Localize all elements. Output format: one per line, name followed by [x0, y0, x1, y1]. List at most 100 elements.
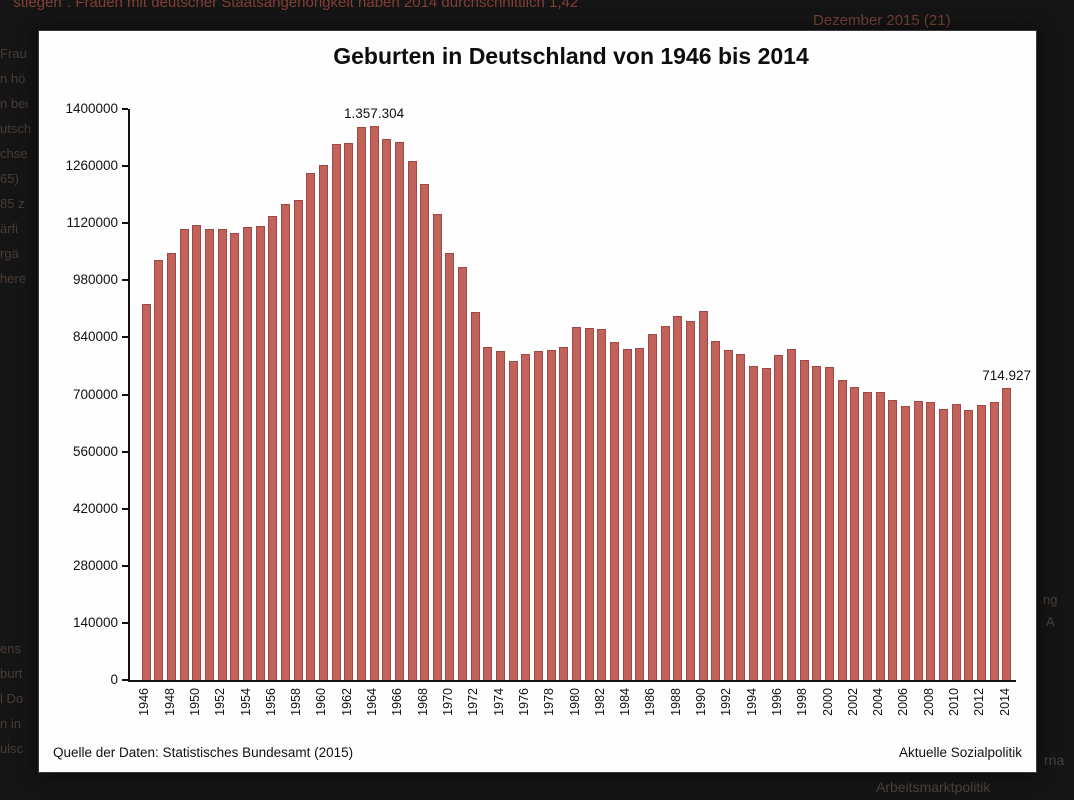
- x-axis-label-1980: 1980: [567, 688, 582, 716]
- x-axis-label-1988: 1988: [668, 688, 683, 716]
- x-axis-label-1958: 1958: [289, 688, 304, 716]
- x-axis-label-1984: 1984: [618, 688, 633, 716]
- bar-1982: [597, 328, 607, 680]
- x-axis-label-1974: 1974: [491, 688, 506, 716]
- bar-1992: [723, 350, 733, 680]
- background-text-fragment: rgä: [0, 246, 19, 261]
- bar-1993: [736, 354, 746, 680]
- bar-1960: [318, 165, 328, 680]
- bar-1961: [331, 144, 341, 680]
- bar-1963: [356, 127, 366, 680]
- x-axis-label-1986: 1986: [643, 688, 658, 716]
- x-axis-label-2014: 2014: [997, 688, 1012, 716]
- x-axis-label-1946: 1946: [137, 688, 152, 716]
- bar-1968: [420, 184, 430, 680]
- background-text-fragment: utsch: [0, 121, 32, 136]
- data-label-2014: 714.927: [982, 368, 1032, 384]
- data-label-1964: 1.357.304: [344, 106, 405, 122]
- bar-2009: [938, 408, 948, 680]
- bar-2012: [976, 405, 986, 680]
- bar-1965: [382, 139, 392, 680]
- x-axis-label-1950: 1950: [187, 688, 202, 716]
- bar-1994: [749, 366, 759, 680]
- bar-1972: [470, 312, 480, 680]
- x-axis-label-1966: 1966: [390, 688, 405, 716]
- brand-note: Aktuelle Sozialpolitik: [898, 745, 1022, 760]
- x-axis-label-1962: 1962: [339, 688, 354, 716]
- x-axis-label-2010: 2010: [947, 688, 962, 716]
- bar-1956: [268, 216, 278, 680]
- bar-1983: [609, 342, 619, 680]
- background-text-fragment: chse: [0, 146, 28, 161]
- bar-1952: [217, 229, 227, 680]
- chart-title: Geburten in Deutschland von 1946 bis 201…: [333, 43, 809, 69]
- background-text-fragment: Dezember 2015 (21): [813, 12, 951, 29]
- bar-1949: [179, 228, 189, 680]
- bar-2005: [888, 400, 898, 680]
- x-axis-label-1970: 1970: [440, 688, 455, 716]
- y-axis-label: 1260000: [65, 158, 118, 174]
- bar-1996: [774, 355, 784, 680]
- background-text-fragment: ulsc: [0, 741, 24, 756]
- bar-1990: [698, 310, 708, 680]
- x-axis-label-2004: 2004: [871, 688, 886, 716]
- bar-1998: [799, 359, 809, 680]
- x-axis-label-2008: 2008: [921, 688, 936, 716]
- bar-1979: [559, 346, 569, 680]
- y-axis-label: 0: [110, 672, 118, 687]
- background-text-fragment: ärfi: [0, 221, 19, 236]
- y-axis-tick: [122, 393, 128, 396]
- bar-1959: [306, 172, 316, 680]
- bar-1946: [141, 303, 151, 680]
- background-text-fragment: 85 z: [0, 196, 25, 211]
- y-axis-tick: [122, 336, 128, 339]
- y-axis-tick: [122, 222, 128, 225]
- bar-1955: [255, 226, 265, 680]
- y-axis-tick: [122, 679, 128, 681]
- y-axis-label: 1120000: [66, 215, 118, 231]
- bar-1947: [154, 259, 164, 680]
- bar-2000: [825, 367, 835, 680]
- y-axis-tick: [122, 507, 128, 510]
- bar-2003: [863, 391, 872, 680]
- bar-1976: [521, 354, 531, 680]
- bar-2008: [926, 401, 936, 680]
- bar-1984: [622, 348, 632, 680]
- background-text-fragment: ens: [0, 641, 21, 656]
- bar-1995: [761, 367, 771, 680]
- x-axis-label-2006: 2006: [896, 688, 911, 716]
- bar-2006: [900, 405, 910, 680]
- y-axis-label: 840000: [72, 329, 118, 345]
- x-axis-label-1960: 1960: [314, 688, 329, 716]
- y-axis-tick: [122, 108, 128, 110]
- x-axis-label-2000: 2000: [820, 688, 835, 716]
- x-axis-label-2012: 2012: [972, 688, 987, 716]
- y-axis-label: 700000: [72, 386, 118, 402]
- x-axis-label-1982: 1982: [592, 688, 607, 716]
- bar-2010: [951, 403, 961, 680]
- bar-1970: [445, 252, 455, 680]
- background-text-fragment: burt: [0, 666, 23, 681]
- bar-2011: [964, 409, 974, 680]
- x-axis-label-1956: 1956: [263, 688, 278, 716]
- bar-1987: [660, 326, 670, 680]
- y-axis-tick: [122, 165, 128, 168]
- x-axis-label-2002: 2002: [845, 688, 860, 716]
- bar-1988: [673, 315, 683, 680]
- x-axis-label-1978: 1978: [542, 688, 557, 716]
- bar-1951: [205, 228, 215, 680]
- bar-1964: [369, 126, 379, 680]
- x-axis-label-1954: 1954: [238, 688, 253, 716]
- y-axis-tick: [122, 564, 128, 567]
- x-axis-label-1994: 1994: [744, 688, 759, 716]
- background-text-fragment: A: [1046, 614, 1055, 629]
- y-axis-label: 980000: [72, 272, 118, 288]
- x-axis-label-1948: 1948: [162, 688, 177, 716]
- background-text-fragment: here: [0, 271, 27, 286]
- bar-1971: [458, 266, 468, 680]
- y-axis-tick: [122, 450, 128, 453]
- background-text-fragment: l Do: [0, 691, 24, 706]
- bar-1977: [534, 351, 544, 680]
- bar-1954: [243, 227, 253, 680]
- x-axis-label-1992: 1992: [719, 688, 734, 716]
